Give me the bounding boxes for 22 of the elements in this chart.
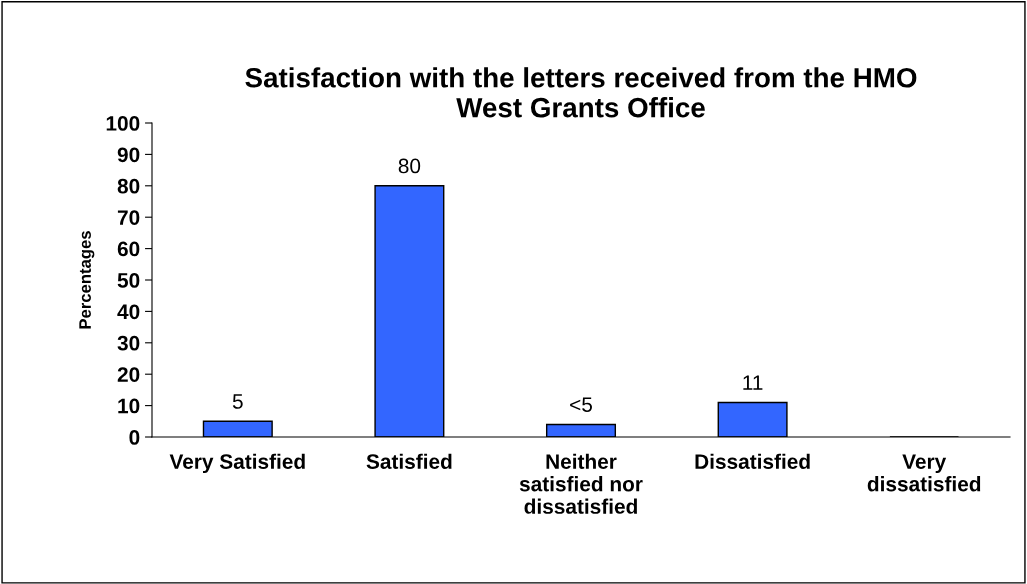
chart-title: Satisfaction with the letters received from the HMO West Grants Office xyxy=(245,67,917,118)
data-label: <5 xyxy=(570,397,592,412)
data-label: 5 xyxy=(232,394,243,409)
x-tick-label: Dissatisfied xyxy=(695,453,810,469)
y-tick-label: 40 xyxy=(117,304,140,320)
data-label: 11 xyxy=(743,375,763,390)
y-tick-label: 30 xyxy=(117,335,140,351)
data-label: 80 xyxy=(398,158,421,174)
x-tick-label: Very dissatisfied xyxy=(867,454,981,492)
y-tick-label: 20 xyxy=(117,367,140,382)
y-tick-label: 100 xyxy=(106,116,140,131)
y-tick-label: 50 xyxy=(117,273,140,288)
x-tick-label: Satisfied xyxy=(366,453,452,469)
x-tick-label: Very Satisfied xyxy=(169,453,305,474)
y-tick-label: 70 xyxy=(117,210,140,225)
y-tick-label: 90 xyxy=(117,147,140,163)
y-tick-label: 0 xyxy=(129,430,140,445)
y-tick-label: 10 xyxy=(118,398,140,414)
y-tick-label: 80 xyxy=(117,178,140,194)
x-tick-label: Neither satisfied nor dissatisfied xyxy=(519,453,643,514)
y-tick-label: 60 xyxy=(117,241,140,257)
y-axis-title: Percentages xyxy=(79,231,95,329)
